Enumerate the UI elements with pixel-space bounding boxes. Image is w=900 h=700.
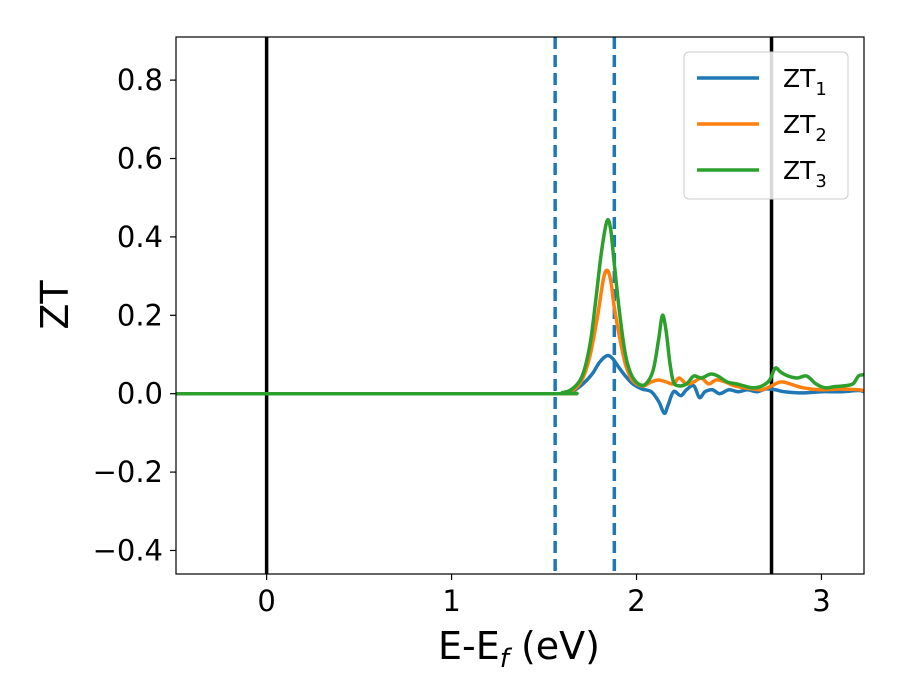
y-tick-label: 0.6: [117, 142, 163, 176]
series-line-zt3: [175, 218, 865, 396]
y-tick-label: 0.0: [117, 377, 163, 411]
legend-entry-zt2: ZT2: [783, 110, 827, 146]
x-tick-label: 1: [442, 584, 460, 618]
y-tick-label: −0.2: [93, 455, 163, 489]
y-axis-label: ZT: [33, 280, 77, 330]
plot-frame: [175, 36, 865, 575]
x-axis-label: E-Ef (eV): [438, 624, 600, 674]
x-tick-label: 3: [812, 584, 830, 618]
y-tick-label: 0.4: [117, 220, 163, 254]
axis-ticks: 0 1 2 3 −0.4 −0.2 0.0 0.2 0.4 0.6 0.8: [93, 63, 831, 618]
x-tick-label: 2: [627, 584, 645, 618]
legend: ZT1 ZT2 ZT3: [683, 51, 849, 200]
series-line-zt1: [175, 353, 865, 416]
x-tick-label: 0: [257, 584, 275, 618]
legend-box: [683, 51, 849, 200]
legend-entry-zt1: ZT1: [783, 64, 827, 100]
y-tick-label: 0.8: [117, 63, 163, 97]
series-line-zt2: [175, 268, 865, 396]
legend-entry-zt3: ZT3: [783, 156, 827, 192]
y-tick-label: 0.2: [117, 298, 163, 332]
y-tick-label: −0.4: [93, 533, 163, 567]
